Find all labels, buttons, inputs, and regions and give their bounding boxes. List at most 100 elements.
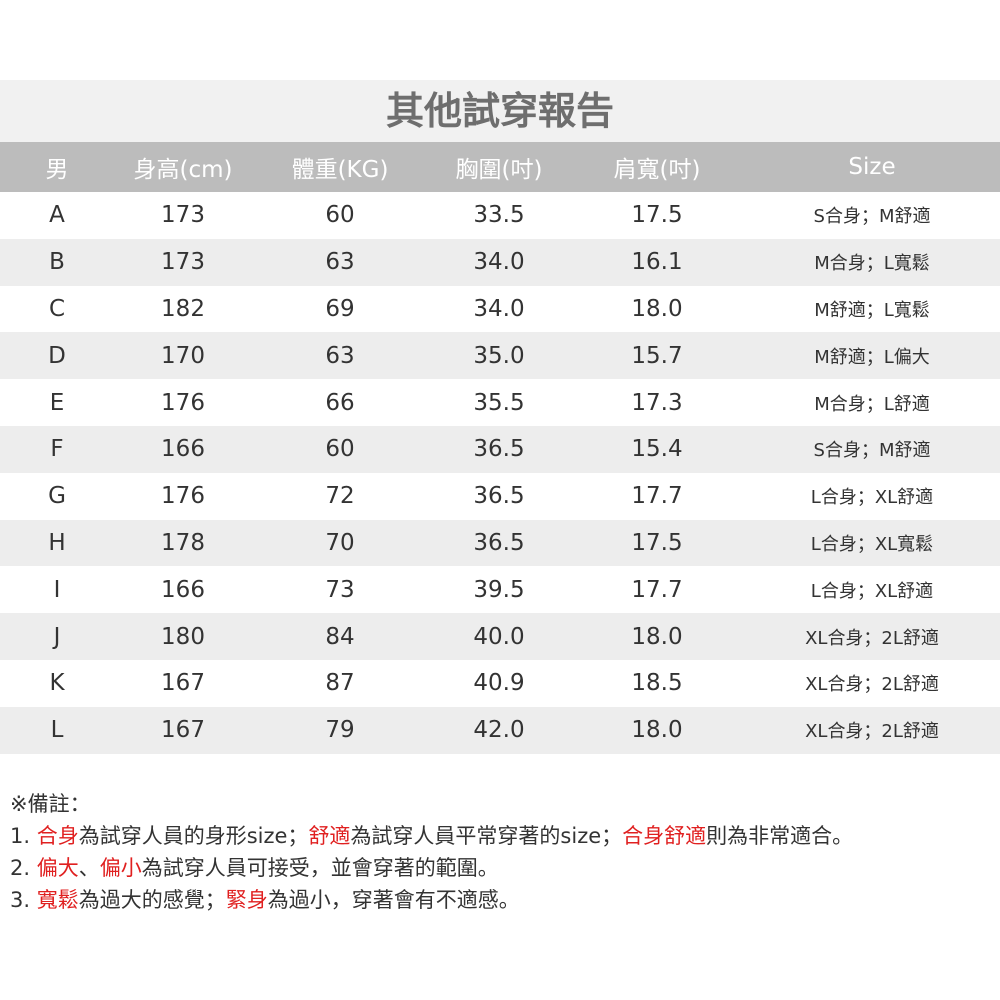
fitting-report-table: 男身高(cm) 體重(KG) 胸圍(吋) 肩寬(吋) Size A 173 60 33.5 17… — [0, 142, 1000, 754]
table-cell: 17.7 — [631, 483, 683, 510]
table-cell: XL合身；2L舒適 — [744, 613, 1000, 660]
table-cell: 16.1 — [570, 238, 744, 286]
table-row: J 180 84 40.0 18.0 XL合身；2L舒適 — [0, 613, 1000, 660]
table-row: K 167 87 40.9 18.5 XL合身；2L舒適 — [0, 660, 1000, 707]
table-cell: B — [0, 238, 114, 286]
table-cell: 39.5 — [473, 576, 525, 603]
table-cell: 35.5 — [473, 389, 525, 416]
table-cell: 15.7 — [570, 332, 744, 380]
table-cell: 66 — [325, 389, 355, 416]
table-row: G 176 72 36.5 17.7 L合身；XL舒適 — [0, 473, 1000, 520]
table-cell: XL合身；2L舒適 — [744, 706, 1000, 754]
column-header: 體重(KG) — [252, 142, 428, 192]
note-text: 為試穿人員的身形size； — [78, 824, 309, 848]
table-cell: 167 — [114, 706, 252, 754]
table-row: D 170 63 35.0 15.7 M舒適；L偏大 — [0, 332, 1000, 380]
table-cell: L — [0, 706, 114, 754]
table-cell: 18.0 — [570, 706, 744, 754]
table-cell: F — [0, 425, 114, 473]
table-cell: 17.5 — [570, 519, 744, 567]
table-cell: G — [48, 483, 66, 510]
table-cell: 60 — [252, 425, 428, 473]
highlight-term: 偏小 — [99, 856, 142, 880]
note-text: 為過大的感覺； — [78, 888, 226, 912]
table-row: L 167 79 42.0 18.0 XL合身；2L舒適 — [0, 706, 1000, 754]
table-cell: 34.0 — [428, 238, 570, 286]
column-header: 胸圍(吋) — [428, 142, 570, 192]
table-cell: 18.5 — [631, 670, 683, 697]
table-cell: 40.9 — [473, 670, 525, 697]
header-row: 男身高(cm) 體重(KG) 胸圍(吋) 肩寬(吋) Size — [0, 142, 1000, 192]
table-cell: 166 — [161, 576, 205, 603]
table-cell: 166 — [114, 425, 252, 473]
table-cell: 79 — [252, 706, 428, 754]
notes-heading: ※備註： — [10, 792, 91, 816]
table-cell: 17.7 — [631, 576, 683, 603]
table-cell: A — [49, 202, 65, 229]
note-line: 1. 合身為試穿人員的身形size；舒適為試穿人員平常穿著的size；合身舒適則… — [10, 820, 853, 852]
table-cell: 18.0 — [570, 613, 744, 660]
column-header: 肩寬(吋) — [570, 142, 744, 192]
note-line: 2. 偏大、偏小為試穿人員可接受，並會穿著的範圍。 — [10, 852, 853, 884]
table-row: F 166 60 36.5 15.4 S合身；M舒適 — [0, 425, 1000, 473]
highlight-term: 緊身 — [225, 888, 268, 912]
column-header: 男 — [0, 142, 114, 192]
note-text: 為試穿人員可接受，並會穿著的範圍。 — [141, 856, 499, 880]
note-text: 1. — [10, 824, 37, 848]
table-cell: S合身；M舒適 — [813, 206, 931, 228]
table-cell: 84 — [252, 613, 428, 660]
note-text: 為過小，穿著會有不適感。 — [267, 888, 520, 912]
table-cell: 178 — [114, 519, 252, 567]
table-row: E 176 66 35.5 17.3 M合身；L舒適 — [0, 379, 1000, 426]
table-cell: 63 — [252, 332, 428, 380]
table-cell: K — [49, 670, 65, 697]
notes: ※備註： 1. 合身為試穿人員的身形size；舒適為試穿人員平常穿著的size；… — [10, 788, 853, 916]
table-row: C 182 69 34.0 18.0 M舒適；L寬鬆 — [0, 286, 1000, 333]
table-cell: I — [53, 576, 61, 603]
table-cell: 36.5 — [428, 425, 570, 473]
table-cell: 40.0 — [428, 613, 570, 660]
table-cell: 70 — [252, 519, 428, 567]
table-cell: 180 — [114, 613, 252, 660]
table-cell: M舒適；L偏大 — [744, 332, 1000, 380]
table-cell: S合身；M舒適 — [744, 425, 1000, 473]
column-header: Size — [744, 142, 1000, 192]
table-cell: J — [0, 613, 114, 660]
table-row: H 178 70 36.5 17.5 L合身；XL寬鬆 — [0, 519, 1000, 567]
table-cell: 17.5 — [631, 202, 683, 229]
table-cell: 35.0 — [428, 332, 570, 380]
table-cell: 173 — [114, 238, 252, 286]
page-title: 其他試穿報告 — [0, 80, 1000, 142]
highlight-term: 舒適 — [308, 824, 351, 848]
note-text: 則為非常適合。 — [706, 824, 854, 848]
table-cell: H — [0, 519, 114, 567]
table-cell: L合身；XL寬鬆 — [744, 519, 1000, 567]
note-text: 3. — [10, 888, 37, 912]
table-cell: XL合身；2L舒適 — [805, 674, 939, 696]
table-cell: D — [0, 332, 114, 380]
table-cell: 69 — [325, 295, 355, 322]
table-cell: 87 — [325, 670, 355, 697]
table-cell: 60 — [325, 202, 355, 229]
note-line: 3. 寬鬆為過大的感覺；緊身為過小，穿著會有不適感。 — [10, 884, 853, 916]
table-cell: 17.3 — [631, 389, 683, 416]
table-cell: 176 — [161, 483, 205, 510]
table-cell: 167 — [161, 670, 205, 697]
table-cell: L合身；XL舒適 — [810, 580, 934, 602]
table-cell: 176 — [161, 389, 205, 416]
table-cell: E — [49, 389, 65, 416]
table-row: B 173 63 34.0 16.1 M合身；L寬鬆 — [0, 238, 1000, 286]
table-cell: 72 — [325, 483, 355, 510]
note-text: 2. — [10, 856, 37, 880]
note-text: 、 — [78, 856, 100, 880]
table-cell: C — [48, 295, 66, 322]
table-cell: 36.5 — [473, 483, 525, 510]
table-cell: 73 — [325, 576, 355, 603]
table-cell: 182 — [161, 295, 205, 322]
table-row: I 166 73 39.5 17.7 L合身；XL舒適 — [0, 566, 1000, 613]
highlight-term: 合身 — [36, 824, 79, 848]
table-cell: 18.0 — [631, 295, 683, 322]
table-cell: 170 — [114, 332, 252, 380]
table-row: A 173 60 33.5 17.5 S合身；M舒適 — [0, 192, 1000, 239]
table-cell: L合身；XL舒適 — [810, 487, 934, 509]
